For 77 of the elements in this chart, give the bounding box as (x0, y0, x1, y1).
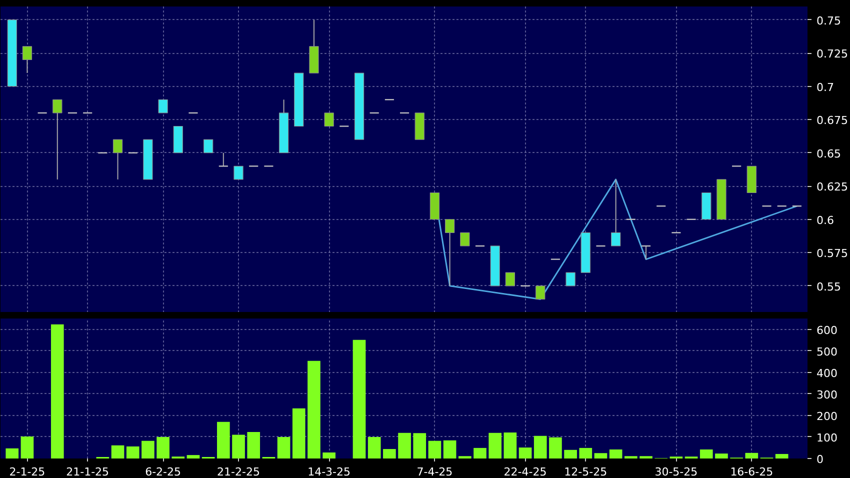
bar (474, 448, 486, 458)
y-tick-label: 100 (816, 431, 838, 444)
bar (217, 422, 230, 458)
bar (398, 432, 411, 458)
bar (368, 436, 381, 458)
bar (609, 449, 622, 458)
y-tick-label: 0 (816, 453, 824, 466)
y-tick-label: 500 (816, 345, 838, 358)
candlestick (444, 218, 455, 286)
bar (156, 436, 170, 458)
x-tick-label: 21-2-25 (217, 466, 260, 478)
y-tick-label: 0.6 (816, 214, 834, 227)
bar (6, 448, 19, 458)
candlestick (640, 245, 652, 260)
bar (518, 448, 532, 458)
bar (413, 433, 426, 458)
bar (700, 449, 713, 458)
bar (564, 450, 577, 458)
bar (715, 454, 728, 458)
bar (322, 452, 336, 458)
x-tick-label: 30-5-25 (654, 466, 698, 478)
y-tick-label: 0.625 (816, 180, 848, 194)
x-tick-label: 2-1-25 (9, 466, 46, 478)
y-tick-label: 300 (816, 388, 838, 402)
x-tick-label: 21-1-25 (66, 466, 110, 478)
bar (383, 449, 396, 458)
candlestick (460, 232, 470, 246)
bar (186, 455, 200, 458)
y-tick-label: 0.725 (816, 48, 848, 61)
bar (50, 324, 64, 458)
bar (142, 440, 154, 458)
bar (247, 432, 260, 458)
bar (111, 445, 124, 458)
candlestick (566, 272, 576, 286)
candlestick (324, 112, 334, 127)
bar (232, 434, 245, 458)
candlestick (218, 152, 229, 167)
candlestick (112, 139, 123, 180)
x-tick-label: 16-6-25 (730, 466, 774, 478)
bar (745, 452, 758, 458)
x-tick-label: 14-3-25 (308, 466, 351, 478)
y-tick-label: 0.675 (816, 114, 848, 128)
bar (775, 454, 788, 458)
candlestick (52, 99, 62, 180)
bar (579, 448, 592, 458)
bar (277, 436, 290, 458)
y-tick-label: 200 (816, 410, 838, 423)
bar (549, 437, 562, 458)
x-tick-label: 7-4-25 (416, 466, 453, 478)
x-tick-label: 6-2-25 (145, 466, 182, 478)
y-tick-label: 0.65 (816, 147, 841, 160)
x-tick-label: 22-4-25 (504, 466, 547, 478)
bar (443, 440, 456, 458)
candlestick (203, 139, 214, 154)
bar (352, 340, 366, 458)
y-tick-label: 0.575 (816, 247, 848, 260)
bar (488, 432, 502, 458)
bar (504, 432, 517, 458)
bar (534, 436, 547, 458)
y-tick-label: 0.7 (816, 80, 834, 94)
candlestick (234, 166, 244, 180)
candlestick (610, 178, 621, 246)
candlestick (158, 99, 168, 114)
bar (428, 440, 442, 458)
y-tick-label: 0.75 (816, 14, 841, 28)
bar (20, 436, 34, 458)
bar (292, 408, 306, 458)
bar (126, 446, 140, 458)
y-tick-label: 600 (816, 324, 838, 337)
y-tick-label: 0.55 (816, 280, 841, 294)
candlestick (536, 285, 546, 300)
y-tick-label: 400 (816, 366, 838, 380)
bar (308, 360, 320, 458)
x-tick-label: 12-5-25 (564, 466, 608, 478)
candlestick (505, 272, 516, 286)
bar (594, 453, 608, 458)
candlestick (22, 46, 32, 74)
